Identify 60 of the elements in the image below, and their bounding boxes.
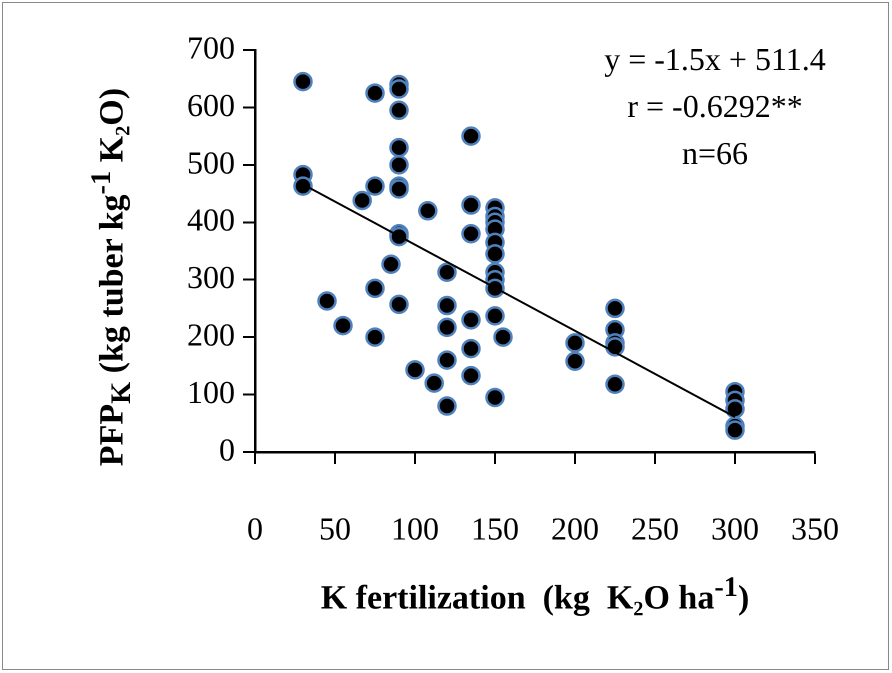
point <box>605 337 625 357</box>
y-tick-label: 600 <box>187 86 235 123</box>
point <box>461 126 481 146</box>
x-tick-label: 0 <box>247 510 263 547</box>
y-tick-label: 300 <box>187 259 235 296</box>
x-axis-title: K fertilization (kg K₂O ha$^{-1}$) <box>320 572 750 618</box>
y-tick-label: 400 <box>187 202 235 238</box>
point <box>365 278 385 298</box>
y-tick-label: 0 <box>219 431 235 468</box>
x-tick-label: 250 <box>631 510 679 547</box>
point <box>461 338 481 358</box>
point <box>437 262 457 282</box>
point <box>437 296 457 316</box>
y-tick-label: 500 <box>187 144 235 180</box>
point <box>725 399 745 419</box>
point <box>461 224 481 244</box>
x-tick-label: 300 <box>711 510 759 547</box>
point <box>565 352 585 372</box>
annotation: n=66 <box>682 135 748 171</box>
x-tick-label: 150 <box>471 510 519 547</box>
point <box>293 72 313 92</box>
point <box>389 155 409 175</box>
point <box>389 138 409 158</box>
point <box>405 360 425 380</box>
point <box>389 100 409 120</box>
point <box>725 420 745 440</box>
annotation: y = -1.5x + 511.4 <box>604 41 826 77</box>
point <box>485 244 505 264</box>
point <box>437 396 457 416</box>
point <box>461 310 481 330</box>
annotation: r = -0.6292** <box>627 88 803 124</box>
point <box>493 327 513 347</box>
point <box>352 190 372 210</box>
point <box>317 291 337 311</box>
point <box>437 350 457 370</box>
point <box>333 316 353 336</box>
point <box>605 374 625 394</box>
point <box>485 388 505 408</box>
point <box>461 366 481 386</box>
x-tick-label: 100 <box>391 510 439 547</box>
point <box>389 79 409 99</box>
y-tick-label: 200 <box>187 316 235 353</box>
point <box>365 83 385 103</box>
point <box>418 201 438 221</box>
point <box>485 306 505 326</box>
point <box>389 294 409 314</box>
point <box>365 176 385 196</box>
point <box>381 254 401 274</box>
x-tick-label: 200 <box>551 510 599 547</box>
point <box>437 318 457 338</box>
point <box>293 176 313 196</box>
point <box>605 298 625 318</box>
y-tick-label: 700 <box>187 29 235 66</box>
point <box>461 195 481 215</box>
y-tick-label: 100 <box>187 374 235 410</box>
point <box>424 373 444 393</box>
point <box>565 333 585 353</box>
x-tick-label: 50 <box>319 510 351 547</box>
x-tick-label: 350 <box>791 510 839 547</box>
point <box>365 327 385 347</box>
